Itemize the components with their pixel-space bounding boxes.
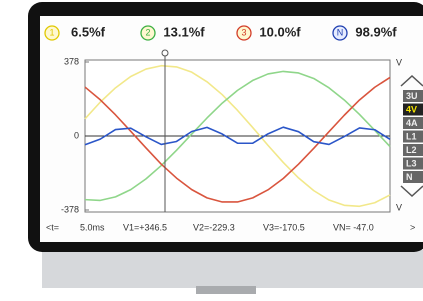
side-button-label: L3 [406,158,417,168]
y-tick-label: 0 [74,130,79,140]
footer-prev[interactable]: <t= [46,222,59,232]
side-button-label: 4A [406,118,418,128]
side-button-label: 3U [406,91,418,101]
footer: <t= 5.0ms V1=+346.5 V2=-229.3 V3=-170.5 VN= -… [46,222,415,232]
y-tick-label: 378 [64,56,79,66]
channel-id: N [337,27,344,37]
channel-id: 2 [145,27,150,37]
side-button-label: L2 [406,145,417,155]
channel-id: 1 [49,27,54,37]
channel-value: 6.5%f [71,24,106,39]
unit-label: V [396,57,402,67]
side-button-label: L1 [406,131,417,141]
channel-value: 13.1%f [163,24,205,39]
channel-id: 3 [241,27,246,37]
side-button-label: N [406,172,413,182]
monitor-screenshot: 1 6.5%f 2 13.1%f 3 10.0%f N 98.9%f -378 0 378 V V 3… [0,0,423,296]
footer-reading: VN= -47.0 [333,222,374,232]
side-button-label: 4V [406,104,417,114]
unit-label: V [396,202,402,212]
channel-value: 98.9%f [355,24,397,39]
footer-next[interactable]: > [410,222,415,232]
y-tick-label: -378 [61,204,79,214]
monitor-chin [42,250,423,288]
footer-reading: V1=+346.5 [123,222,167,232]
footer-reading: V2=-229.3 [193,222,235,232]
footer-reading: V3=-170.5 [263,222,305,232]
monitor-stand [196,286,256,294]
channel-value: 10.0%f [259,24,301,39]
footer-time: 5.0ms [80,222,105,232]
side-buttons: 3U 4V 4A L1 L2 L3 N [401,76,423,196]
